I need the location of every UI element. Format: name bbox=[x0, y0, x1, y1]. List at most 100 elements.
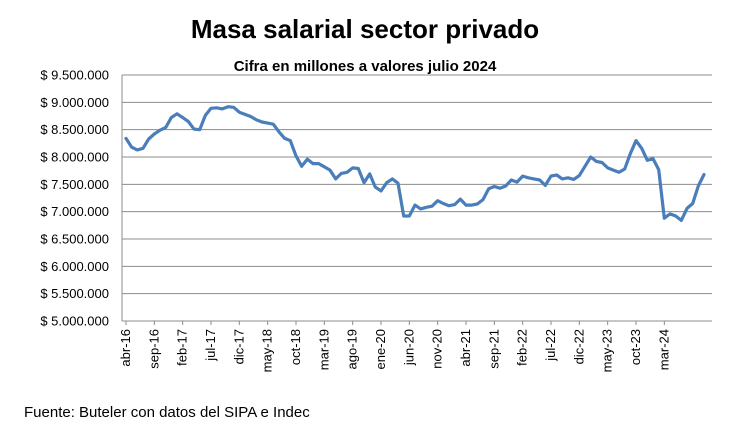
data-point bbox=[181, 116, 183, 118]
data-point bbox=[703, 173, 705, 175]
data-point bbox=[572, 178, 574, 180]
data-point bbox=[198, 128, 200, 130]
data-point bbox=[448, 204, 450, 206]
data-point bbox=[425, 206, 427, 208]
data-point bbox=[164, 126, 166, 128]
x-tick-label: ene-20 bbox=[373, 329, 388, 369]
data-point bbox=[595, 160, 597, 162]
data-point bbox=[504, 185, 506, 187]
y-tick-label: $ 7.500.000 bbox=[40, 177, 109, 192]
x-tick-label: sep-16 bbox=[146, 329, 161, 369]
y-axis-ticks: $ 5.000.000 $ 5.500.000 $ 6.000.000 $ 6.500… bbox=[40, 68, 109, 329]
chart-title: Masa salarial sector privado bbox=[190, 14, 540, 44]
x-tick-label: ago-19 bbox=[345, 329, 360, 369]
data-point bbox=[431, 205, 433, 207]
data-point bbox=[663, 217, 665, 219]
data-point bbox=[289, 139, 291, 141]
data-point bbox=[187, 120, 189, 122]
data-point bbox=[317, 162, 319, 164]
data-point bbox=[244, 113, 246, 115]
data-point bbox=[159, 129, 161, 131]
data-point bbox=[221, 108, 223, 110]
data-point bbox=[397, 182, 399, 184]
x-tick-label: mar-24 bbox=[656, 329, 671, 370]
data-point bbox=[538, 179, 540, 181]
data-point bbox=[516, 181, 518, 183]
data-point bbox=[635, 139, 637, 141]
x-tick-label: may-18 bbox=[260, 329, 275, 372]
x-tick-label: nov-20 bbox=[430, 329, 445, 369]
data-point bbox=[555, 174, 557, 176]
x-tick-label: dic-17 bbox=[231, 329, 246, 364]
data-point bbox=[669, 213, 671, 215]
data-point bbox=[170, 116, 172, 118]
data-point bbox=[261, 121, 263, 123]
data-point bbox=[533, 178, 535, 180]
data-point bbox=[436, 200, 438, 202]
chart-subtitle: Cifra en millones a valores julio 2024 bbox=[233, 58, 497, 75]
data-point bbox=[584, 165, 586, 167]
x-tick-label: feb-22 bbox=[515, 329, 530, 366]
data-point bbox=[544, 184, 546, 186]
data-point bbox=[510, 179, 512, 181]
data-point bbox=[210, 107, 212, 109]
data-point bbox=[640, 147, 642, 149]
x-tick-label: oct-18 bbox=[288, 329, 303, 365]
data-point bbox=[204, 114, 206, 116]
chart-source: Fuente: Buteler con datos del SIPA e Ind… bbox=[24, 404, 310, 421]
data-point bbox=[691, 202, 693, 204]
x-axis-ticks: abr-16 sep-16 feb-17 jul-17 dic-17 may-18 oct-… bbox=[118, 329, 671, 372]
data-point bbox=[329, 169, 331, 171]
y-tick-label: $ 8.000.000 bbox=[40, 150, 109, 165]
data-point bbox=[147, 138, 149, 140]
x-tick-label: oct-23 bbox=[628, 329, 643, 365]
data-point bbox=[215, 107, 217, 109]
data-point bbox=[312, 162, 314, 164]
data-point bbox=[272, 123, 274, 125]
data-point bbox=[459, 198, 461, 200]
data-point bbox=[657, 168, 659, 170]
x-tick-label: abr-16 bbox=[118, 329, 133, 367]
x-tick-label: feb-17 bbox=[175, 329, 190, 366]
y-tick-label: $ 6.000.000 bbox=[40, 259, 109, 274]
data-point bbox=[380, 190, 382, 192]
data-point bbox=[476, 203, 478, 205]
data-point bbox=[340, 172, 342, 174]
y-tick-label: $ 9.500.000 bbox=[40, 68, 109, 83]
data-point bbox=[295, 155, 297, 157]
data-point bbox=[300, 165, 302, 167]
y-tick-label: $ 6.500.000 bbox=[40, 232, 109, 247]
gridlines bbox=[122, 74, 712, 295]
data-point bbox=[629, 153, 631, 155]
data-point bbox=[470, 204, 472, 206]
data-point bbox=[487, 188, 489, 190]
y-tick-label: $ 5.000.000 bbox=[40, 314, 109, 329]
data-point bbox=[601, 161, 603, 163]
data-point bbox=[567, 177, 569, 179]
y-tick-label: $ 8.500.000 bbox=[40, 122, 109, 137]
x-tick-label: may-23 bbox=[600, 329, 615, 372]
data-point bbox=[278, 131, 280, 133]
axes bbox=[121, 75, 712, 325]
data-point bbox=[283, 137, 285, 139]
data-point bbox=[363, 181, 365, 183]
data-point bbox=[674, 215, 676, 217]
data-point bbox=[255, 119, 257, 121]
data-point bbox=[680, 219, 682, 221]
x-tick-label: jul-22 bbox=[543, 329, 558, 362]
data-point bbox=[238, 111, 240, 113]
data-point bbox=[527, 177, 529, 179]
x-tick-label: jul-17 bbox=[203, 329, 218, 362]
data-point bbox=[385, 181, 387, 183]
data-point bbox=[176, 113, 178, 115]
data-point bbox=[232, 106, 234, 108]
data-point bbox=[374, 186, 376, 188]
data-point bbox=[402, 215, 404, 217]
data-point bbox=[652, 157, 654, 159]
data-point bbox=[346, 171, 348, 173]
y-tick-label: $ 5.500.000 bbox=[40, 286, 109, 301]
data-point bbox=[227, 106, 229, 108]
data-point bbox=[323, 166, 325, 168]
data-point bbox=[266, 122, 268, 124]
